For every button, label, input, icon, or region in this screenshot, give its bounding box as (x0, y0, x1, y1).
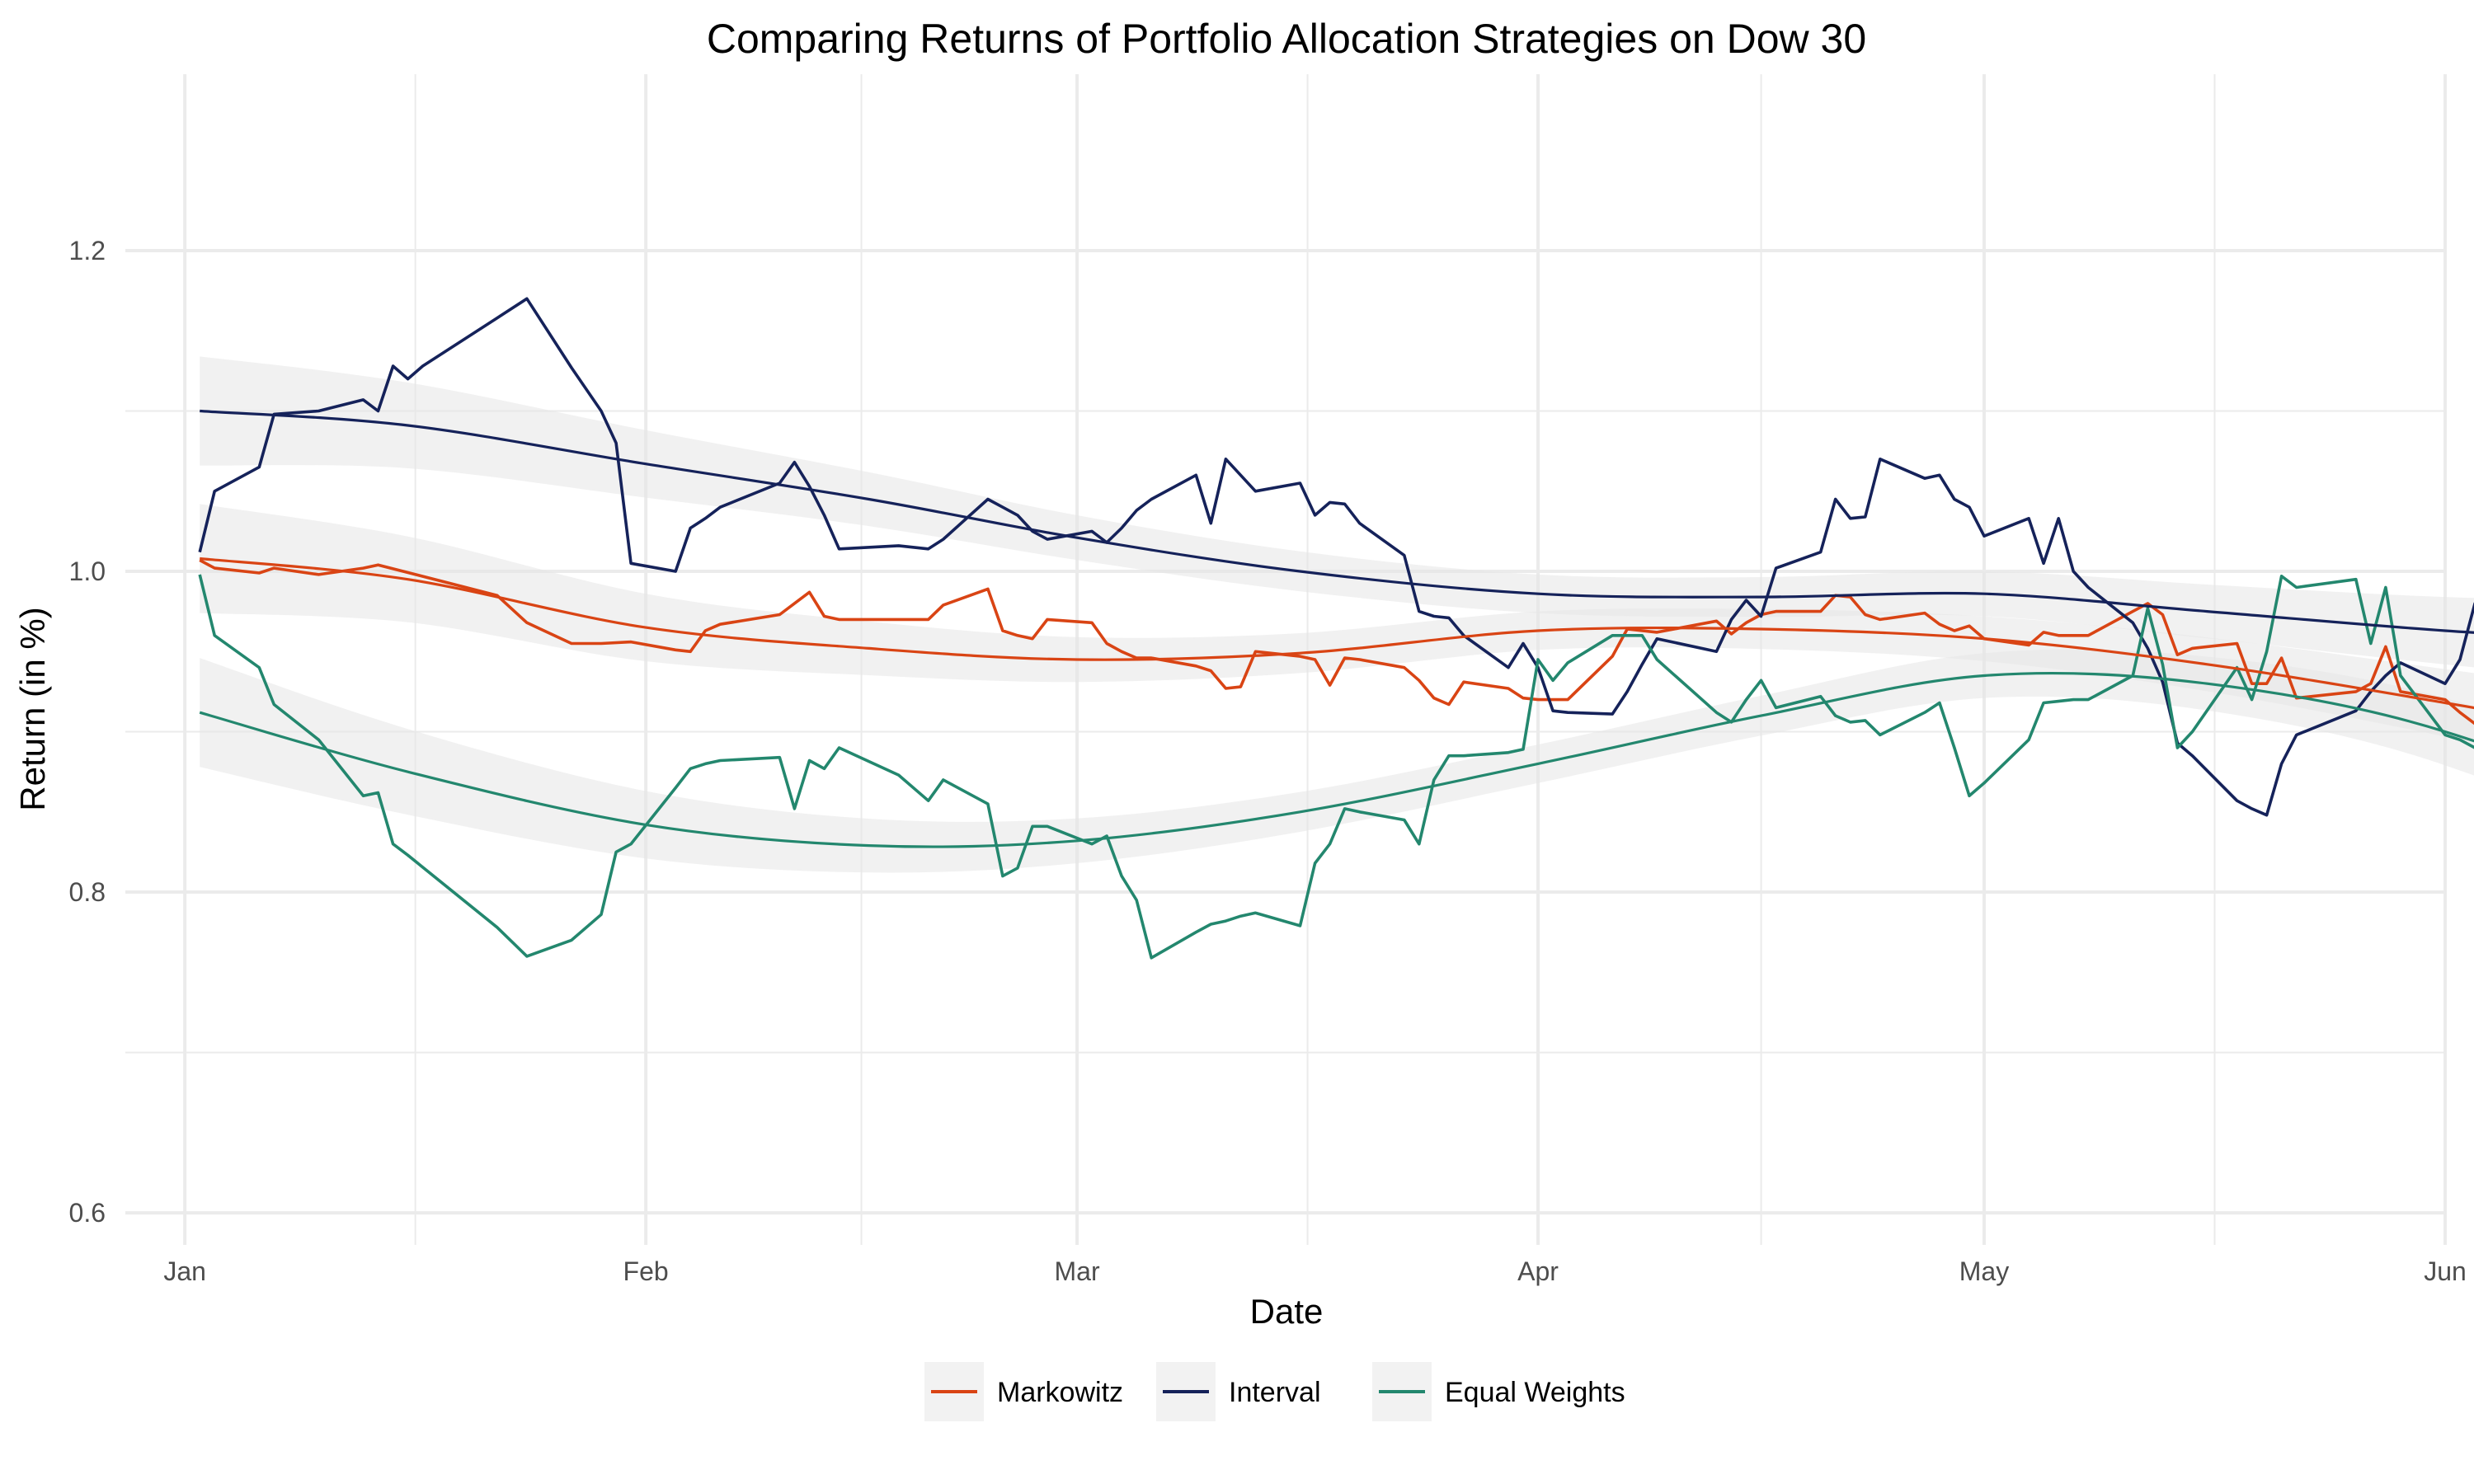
y-axis-title: Return (in %) (13, 607, 52, 810)
series-line-interval (198, 297, 2474, 817)
y-tick-label: 0.6 (69, 1198, 106, 1228)
y-tick-label: 1.0 (69, 556, 106, 586)
series-line-equal-weights (198, 574, 2474, 960)
confidence-band-equal-weights (200, 649, 2474, 873)
legend-label-markowitz: Markowitz (997, 1377, 1123, 1408)
legend-label-equal-weights: Equal Weights (1445, 1377, 1625, 1408)
legend: Markowitz Interval Equal Weights (924, 1362, 1625, 1421)
x-tick-label: May (1959, 1256, 2009, 1286)
legend-label-interval: Interval (1229, 1377, 1321, 1408)
trend-line-markowitz (200, 556, 2474, 710)
y-tick-label: 0.8 (69, 877, 106, 907)
x-tick-label: Apr (1517, 1256, 1559, 1286)
x-tick-label: Jan (163, 1256, 206, 1286)
confidence-band-interval (200, 356, 2474, 668)
x-tick-label: Feb (623, 1256, 669, 1286)
trend-line-interval (200, 409, 2474, 634)
x-axis-ticks: Jan Feb Mar Apr May Jun (163, 1256, 2466, 1286)
confidence-bands (200, 356, 2474, 873)
y-axis-ticks: 0.6 0.8 1.0 1.2 (69, 236, 106, 1228)
x-tick-label: Jun (2424, 1256, 2467, 1286)
y-tick-label: 1.2 (69, 236, 106, 265)
x-tick-label: Mar (1054, 1256, 1099, 1286)
chart-title: Comparing Returns of Portfolio Allocatio… (707, 16, 1866, 62)
confidence-band-markowitz (200, 504, 2474, 743)
trend-line-equal-weights (199, 671, 2474, 848)
x-axis-title: Date (1250, 1292, 1324, 1331)
trend-lines (199, 409, 2474, 848)
